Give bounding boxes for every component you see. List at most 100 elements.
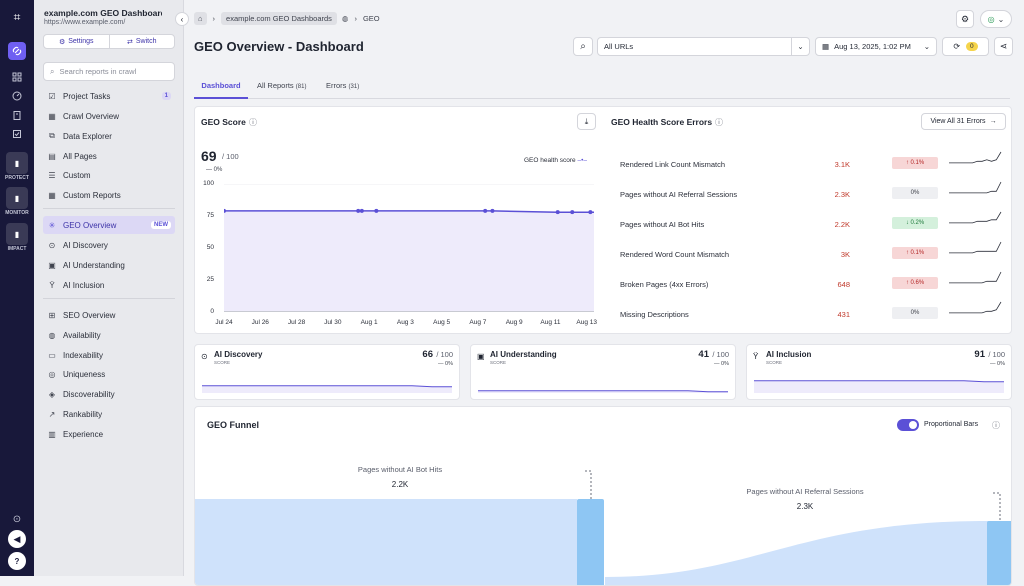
help-icon[interactable]: ? <box>8 552 26 570</box>
view-all-errors-button[interactable]: View All 31 Errors → <box>921 113 1006 130</box>
sparkle-icon: ✳ <box>48 220 56 230</box>
sidebar-item-ai-discovery[interactable]: ⊙ AI Discovery <box>43 236 175 254</box>
monitor-icon[interactable]: ▮ <box>6 187 28 209</box>
sync-button[interactable]: ⟳ 0 <box>942 37 989 56</box>
app-rail: ⌗ ▮ PROTECT ▮ MONITOR ▮ IMPACT ⊙ ◀ ? <box>0 0 34 576</box>
download-button[interactable]: ⤓ <box>577 113 596 130</box>
score-card-value: 41 <box>698 349 709 360</box>
data-point <box>224 208 226 213</box>
error-count[interactable]: 3K <box>840 250 850 259</box>
globe-icon[interactable]: ◍ <box>341 14 349 23</box>
impact-icon[interactable]: ▮ <box>6 223 28 245</box>
x-tick-label: Jul 30 <box>324 319 342 326</box>
breadcrumb-dashboards[interactable]: example.com GEO Dashboards <box>221 12 337 25</box>
sidebar-item-geo-overview[interactable]: ✳ GEO Overview NEW <box>43 216 175 234</box>
error-row[interactable]: Broken Pages (4xx Errors) 648 ↑ 0.6% <box>620 271 1005 294</box>
pages-icon: ▤ <box>48 151 56 161</box>
sidebar-item-all-pages[interactable]: ▤ All Pages <box>43 147 175 165</box>
account-menu-button[interactable]: ◎ ⌄ <box>980 10 1012 28</box>
error-row[interactable]: Pages without AI Bot Hits 2.2K ↓ 0.2% <box>620 211 1005 234</box>
protect-icon[interactable]: ▮ <box>6 152 28 174</box>
error-change-badge: 0% <box>892 187 938 199</box>
sidebar-item-rankability[interactable]: ↗ Rankability <box>43 405 175 423</box>
divider <box>43 208 175 209</box>
sidebar-item-discoverability[interactable]: ◈ Discoverability <box>43 385 175 403</box>
project-name[interactable]: example.com GEO Dashboard <box>44 8 162 18</box>
sidebar-item-project-tasks[interactable]: ☑ Project Tasks 1 <box>43 87 175 105</box>
score-card-value: 66 <box>422 349 433 360</box>
error-row[interactable]: Rendered Word Count Mismatch 3K ↑ 0.1% <box>620 241 1005 264</box>
info-icon[interactable]: ⓘ <box>249 118 257 127</box>
score-card[interactable]: ⊙ AI Discovery SCORE 66/ 100 — 0% <box>194 344 460 400</box>
x-tick-label: Aug 11 <box>540 319 561 326</box>
score-area <box>478 390 728 393</box>
funnel-stage-2-value: 2.3K <box>796 502 814 511</box>
sidebar-item-indexability[interactable]: ▭ Indexability <box>43 346 175 364</box>
x-tick-label: Aug 9 <box>505 319 523 326</box>
monitor-sparkle-icon: ▣ <box>48 260 56 270</box>
clipboard-icon[interactable] <box>8 106 26 124</box>
share-button[interactable]: ⋖ <box>994 37 1013 56</box>
sidebar-item-ai-inclusion[interactable]: Ÿ AI Inclusion <box>43 276 175 294</box>
new-badge: NEW <box>151 221 171 229</box>
chevron-down-icon: ⌄ <box>791 38 809 55</box>
error-row[interactable]: Pages without AI Referral Sessions 2.3K 0% <box>620 181 1005 204</box>
score-card-sub: SCORE <box>490 360 507 365</box>
score-card-sub: SCORE <box>766 360 783 365</box>
sidebar-item-ai-understanding[interactable]: ▣ AI Understanding <box>43 256 175 274</box>
error-label: Broken Pages (4xx Errors) <box>620 280 709 289</box>
sidebar-item-uniqueness[interactable]: ◎ Uniqueness <box>43 365 175 383</box>
error-sparkline <box>949 181 1002 194</box>
checklist-icon[interactable] <box>8 125 26 143</box>
explorer-icon: ⧉ <box>49 131 55 140</box>
info-icon[interactable]: ⓘ <box>992 421 1000 430</box>
tab-dashboard[interactable]: Dashboard <box>194 78 248 99</box>
page-title: GEO Overview - Dashboard <box>194 39 364 54</box>
score-card-change: — 0% <box>438 361 453 367</box>
crawl-date-select[interactable]: ▦ Aug 13, 2025, 1:02 PM ⌄ <box>815 37 937 56</box>
switch-button[interactable]: ⇄ Switch <box>110 35 175 48</box>
megaphone-icon[interactable]: ◀ <box>8 530 26 548</box>
globe-icon: ◍ <box>48 330 56 340</box>
share-icon: ⋖ <box>999 41 1008 51</box>
coin-icon[interactable]: ⊙ <box>12 513 22 525</box>
search-input[interactable]: Search reports in crawl <box>59 67 137 76</box>
proportional-bars-toggle[interactable] <box>897 419 919 431</box>
tab-errors[interactable]: Errors (31) <box>326 81 359 90</box>
error-count[interactable]: 2.2K <box>834 220 850 229</box>
error-count[interactable]: 648 <box>837 280 850 289</box>
home-icon[interactable]: ⌂ <box>194 12 207 25</box>
sidebar-item-seo-overview[interactable]: ⊞ SEO Overview <box>43 306 175 324</box>
error-count[interactable]: 2.3K <box>834 190 850 199</box>
link-icon[interactable] <box>8 42 26 60</box>
funnel-title: GEO Funnel <box>207 420 260 430</box>
search-button[interactable]: ⌕ <box>573 37 593 56</box>
sidebar-item-data-explorer[interactable]: ⧉ Data Explorer <box>43 127 175 145</box>
sidebar-item-experience[interactable]: ▥ Experience <box>43 425 175 443</box>
settings-button[interactable]: ⚙ Settings <box>44 35 110 48</box>
info-icon[interactable]: ⓘ <box>715 118 723 127</box>
data-point <box>588 210 593 215</box>
grid-icon[interactable] <box>8 68 26 86</box>
score-card[interactable]: Ÿ AI Inclusion SCORE 91/ 100 — 0% <box>746 344 1012 400</box>
url-filter-select[interactable]: All URLs ⌄ <box>597 37 810 56</box>
error-row[interactable]: Rendered Link Count Mismatch 3.1K ↑ 0.1% <box>620 151 1005 174</box>
score-card[interactable]: ▣ AI Understanding SCORE 41/ 100 — 0% <box>470 344 736 400</box>
sidebar-item-availability[interactable]: ◍ Availability <box>43 326 175 344</box>
gauge-icon[interactable] <box>8 87 26 105</box>
collapse-sidebar-icon[interactable]: ‹ <box>175 12 189 26</box>
sidebar-item-custom-reports[interactable]: ▦ Custom Reports <box>43 186 175 204</box>
tab-all-reports[interactable]: All Reports (81) <box>257 81 306 90</box>
error-change-badge: ↑ 0.1% <box>892 157 938 169</box>
geo-score-change: — 0% <box>206 167 223 173</box>
sidebar-item-custom[interactable]: ☰ Custom <box>43 166 175 184</box>
sidebar-item-crawl-overview[interactable]: ▦ Crawl Overview <box>43 107 175 125</box>
settings-gear-button[interactable]: ⚙ <box>956 10 974 28</box>
error-count[interactable]: 3.1K <box>834 160 850 169</box>
search-reports-box[interactable]: ⌕ Search reports in crawl <box>43 62 175 81</box>
error-count[interactable]: 431 <box>837 310 850 319</box>
gear-icon: ⚙ <box>960 13 970 24</box>
error-row[interactable]: Missing Descriptions 431 0% <box>620 301 1005 324</box>
search-icon: ⌕ <box>50 66 55 76</box>
chevron-right-icon: › <box>354 14 357 23</box>
